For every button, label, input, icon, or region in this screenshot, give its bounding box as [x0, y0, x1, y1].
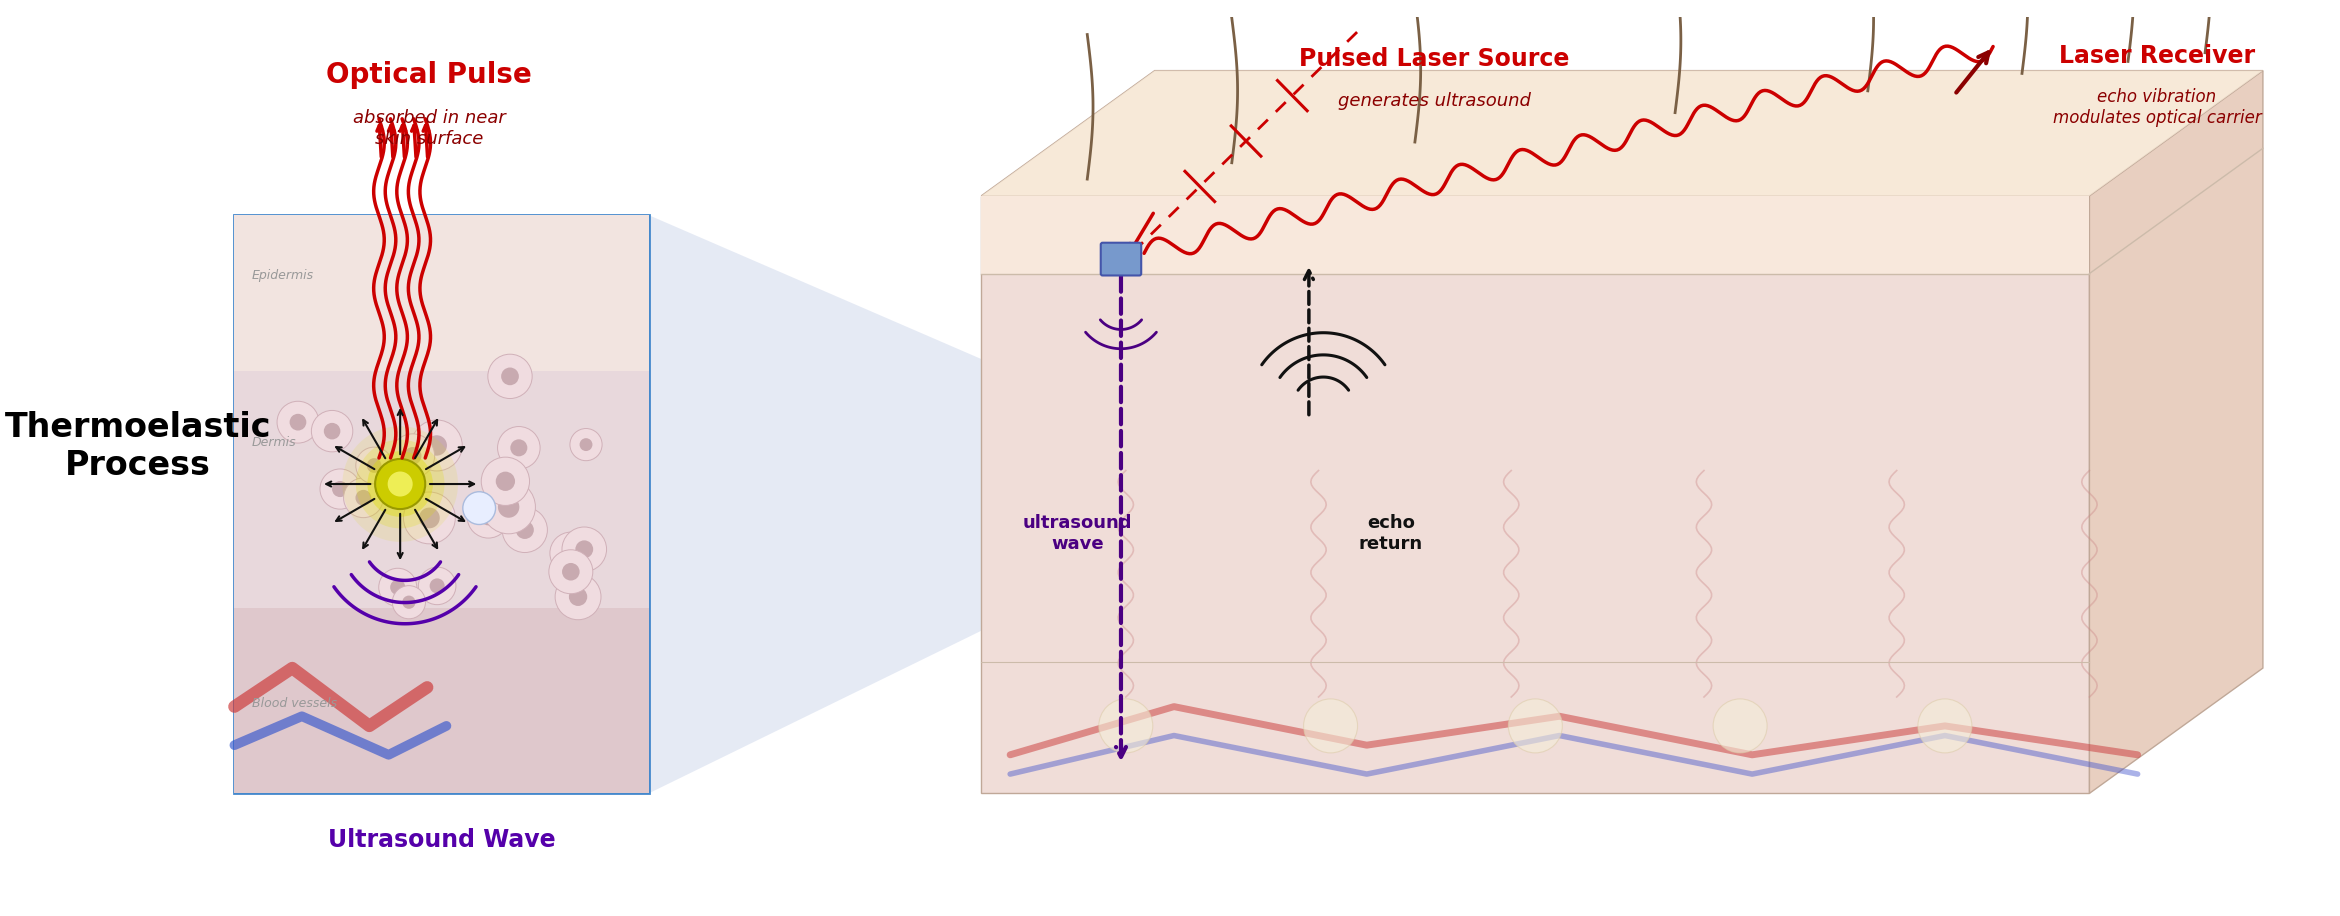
- Circle shape: [391, 434, 435, 478]
- Circle shape: [510, 440, 526, 456]
- Circle shape: [419, 567, 456, 605]
- Text: Epidermis: Epidermis: [253, 268, 314, 282]
- Polygon shape: [980, 71, 2263, 196]
- Circle shape: [374, 459, 426, 509]
- Circle shape: [1509, 699, 1563, 753]
- Circle shape: [367, 458, 381, 473]
- Circle shape: [426, 435, 447, 455]
- Circle shape: [496, 472, 515, 491]
- Circle shape: [1100, 699, 1154, 753]
- Polygon shape: [980, 196, 2090, 274]
- Circle shape: [431, 578, 445, 594]
- FancyBboxPatch shape: [1100, 243, 1142, 276]
- Circle shape: [562, 545, 580, 562]
- Circle shape: [498, 427, 541, 469]
- Circle shape: [482, 480, 536, 534]
- Text: generates ultrasound: generates ultrasound: [1338, 93, 1530, 111]
- Circle shape: [555, 573, 601, 620]
- Circle shape: [311, 410, 353, 452]
- Polygon shape: [980, 71, 2263, 196]
- Bar: [234, 608, 648, 793]
- Circle shape: [344, 478, 384, 518]
- Circle shape: [1919, 699, 1973, 753]
- Text: echo vibration
modulates optical carrier: echo vibration modulates optical carrier: [2052, 88, 2260, 126]
- Circle shape: [576, 540, 592, 558]
- Text: Optical Pulse: Optical Pulse: [325, 61, 531, 90]
- Circle shape: [290, 414, 307, 431]
- Circle shape: [321, 469, 360, 509]
- Text: Pulsed Laser Source: Pulsed Laser Source: [1299, 47, 1570, 71]
- Circle shape: [402, 492, 456, 544]
- Circle shape: [501, 367, 519, 386]
- Circle shape: [367, 452, 433, 517]
- Circle shape: [356, 447, 393, 484]
- Circle shape: [468, 496, 510, 538]
- Circle shape: [580, 438, 592, 451]
- Circle shape: [1303, 699, 1357, 753]
- Bar: [234, 371, 648, 608]
- Bar: [234, 215, 648, 793]
- Circle shape: [342, 426, 459, 542]
- Circle shape: [463, 492, 496, 525]
- Circle shape: [419, 507, 440, 529]
- Circle shape: [276, 401, 318, 443]
- Circle shape: [571, 429, 601, 461]
- Circle shape: [391, 580, 405, 594]
- Circle shape: [323, 423, 339, 440]
- Circle shape: [393, 585, 426, 619]
- Polygon shape: [648, 215, 990, 793]
- Circle shape: [482, 457, 529, 506]
- Circle shape: [388, 472, 412, 496]
- Circle shape: [356, 440, 445, 529]
- Circle shape: [356, 490, 372, 506]
- Circle shape: [550, 550, 592, 594]
- Circle shape: [569, 587, 587, 606]
- Circle shape: [405, 447, 421, 464]
- Circle shape: [503, 507, 548, 552]
- Bar: [234, 215, 648, 371]
- Circle shape: [562, 563, 580, 581]
- Circle shape: [1713, 699, 1767, 753]
- Circle shape: [550, 532, 592, 574]
- Circle shape: [562, 527, 606, 572]
- Text: Ultrasound Wave: Ultrasound Wave: [328, 828, 555, 852]
- Circle shape: [480, 508, 496, 526]
- Circle shape: [332, 481, 349, 497]
- Polygon shape: [980, 196, 2090, 793]
- Circle shape: [487, 354, 531, 398]
- Polygon shape: [2090, 71, 2263, 793]
- Text: Dermis: Dermis: [253, 436, 297, 450]
- Text: absorbed in near
skin surface: absorbed in near skin surface: [353, 109, 505, 147]
- Text: Laser Receiver: Laser Receiver: [2059, 44, 2256, 68]
- Text: Blood vessels: Blood vessels: [253, 697, 337, 710]
- Circle shape: [515, 521, 534, 539]
- Text: Thermoelastic
Process: Thermoelastic Process: [5, 411, 271, 482]
- Circle shape: [412, 420, 463, 471]
- Text: ultrasound
wave: ultrasound wave: [1023, 514, 1133, 552]
- Text: echo
return: echo return: [1360, 514, 1423, 552]
- Circle shape: [379, 568, 417, 606]
- Circle shape: [498, 496, 519, 518]
- Circle shape: [402, 595, 417, 609]
